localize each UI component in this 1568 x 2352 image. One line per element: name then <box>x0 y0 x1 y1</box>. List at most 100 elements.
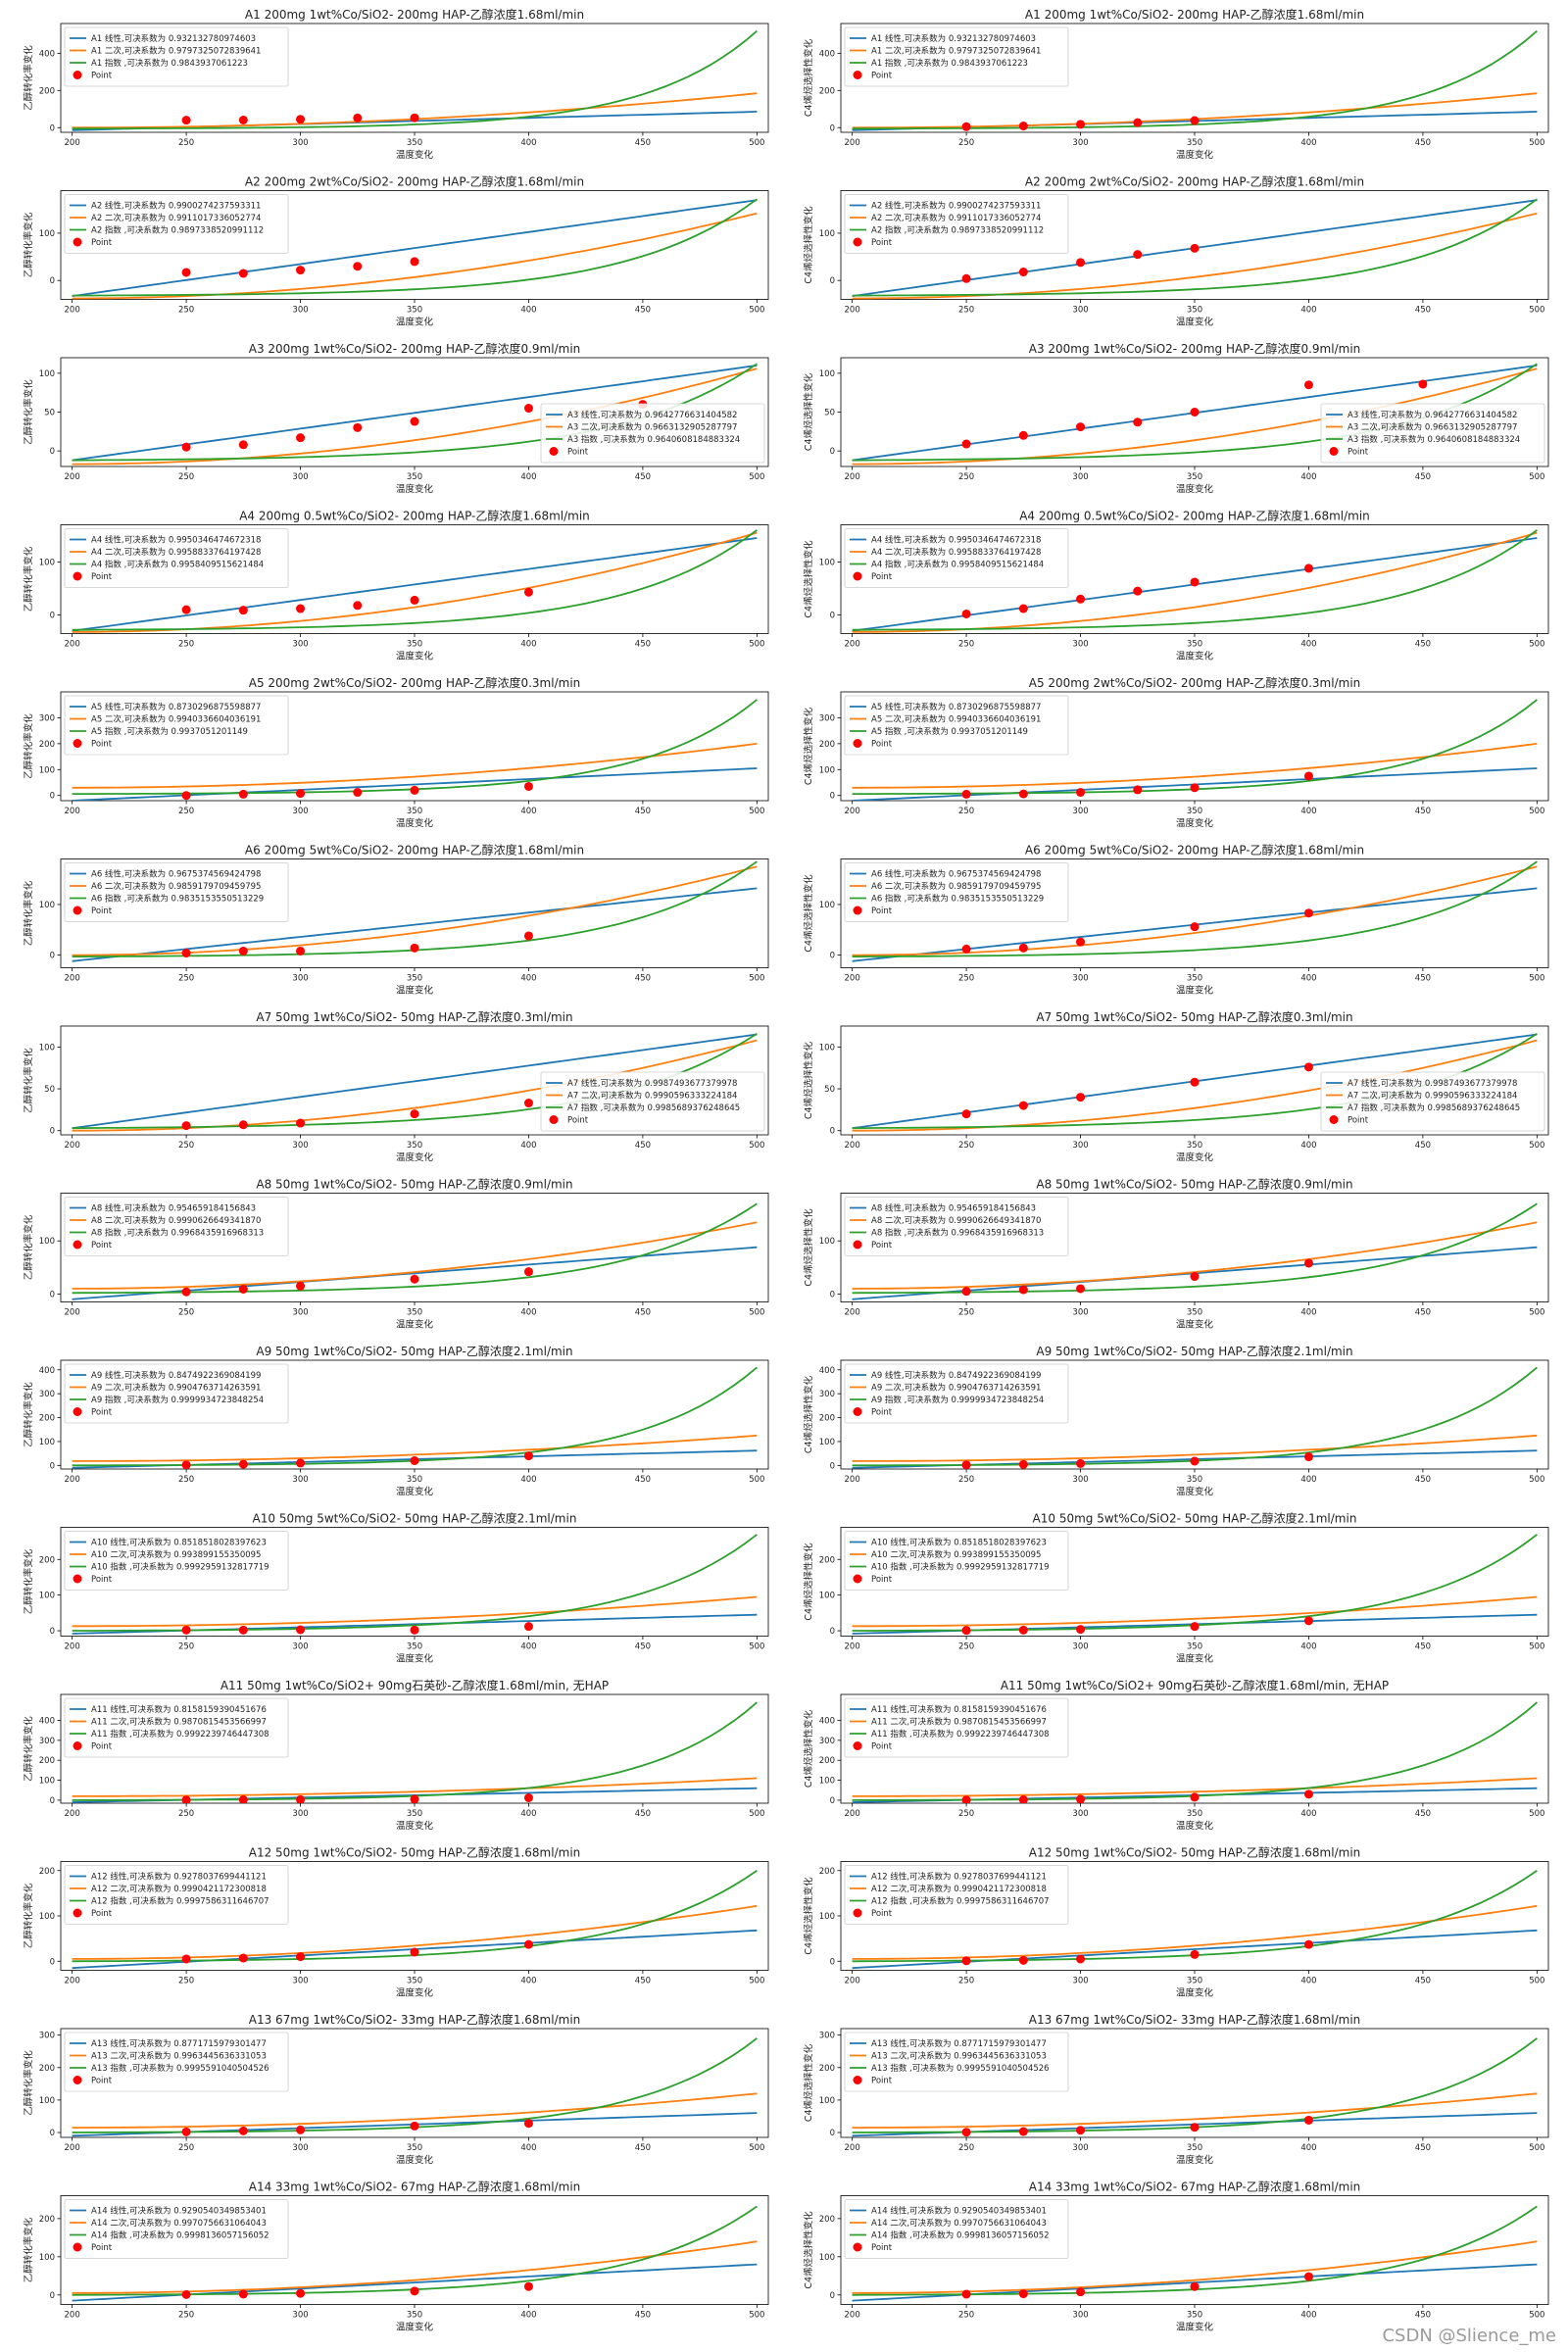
x-tick-label: 400 <box>1300 306 1316 316</box>
x-tick-label: 450 <box>635 1642 651 1652</box>
fit-curves <box>72 2037 758 2137</box>
y-tick-label: 200 <box>39 86 55 96</box>
legend-point-swatch <box>853 1741 862 1750</box>
data-point <box>1076 788 1086 798</box>
legend-box <box>64 528 289 588</box>
data-point <box>1303 2272 1313 2281</box>
x-tick-label: 250 <box>178 807 194 816</box>
x-tick-label: 500 <box>749 2143 764 2153</box>
data-point <box>523 781 533 791</box>
x-tick-label: 250 <box>958 306 974 316</box>
subplot-title: A8 50mg 1wt%Co/SiO2- 50mg HAP-乙醇浓度0.9ml/… <box>1036 1177 1352 1192</box>
legend-exponential-label: A2 指数 ,可决系数为 0.9897338520991112 <box>91 225 264 236</box>
legend-quadratic-label: A7 二次,可决系数为 0.9990596333224184 <box>1348 1091 1517 1102</box>
y-tick-label: 100 <box>819 901 835 910</box>
subplot-title: A3 200mg 1wt%Co/SiO2- 200mg HAP-乙醇浓度0.9m… <box>1029 341 1361 356</box>
legend-quadratic-label: A13 二次,可决系数为 0.9963445636331053 <box>871 2051 1047 2062</box>
data-point <box>1303 1258 1313 1268</box>
subplot-title: A12 50mg 1wt%Co/SiO2- 50mg HAP-乙醇浓度1.68m… <box>249 1845 581 1860</box>
x-axis-label: 温度变化 <box>396 1987 434 1999</box>
data-point <box>238 2126 248 2135</box>
data-point <box>181 1954 191 1964</box>
data-point <box>296 2125 306 2134</box>
x-tick-label: 200 <box>65 138 80 148</box>
subplot-title: A9 50mg 1wt%Co/SiO2- 50mg HAP-乙醇浓度2.1ml/… <box>1036 1344 1352 1358</box>
x-tick-label: 350 <box>1187 138 1202 148</box>
x-tick-label: 300 <box>292 1475 308 1485</box>
y-axis-label: C4烯烃选择性变化 <box>803 1709 814 1788</box>
x-tick-label: 500 <box>749 1475 764 1485</box>
legend: A9 线性,可决系数为 0.8474922369084199 A9 二次,可决系数… <box>844 1363 1069 1424</box>
subplot-A3-right: A3 200mg 1wt%Co/SiO2- 200mg HAP-乙醇浓度0.9m… <box>803 341 1549 495</box>
legend-quadratic-label: A6 二次,可决系数为 0.9859179709459795 <box>91 881 261 892</box>
x-tick-label: 200 <box>845 472 860 482</box>
x-axis-label: 温度变化 <box>396 1319 434 1331</box>
legend-linear-label: A5 线性,可决系数为 0.8730296875598877 <box>871 702 1041 712</box>
legend-exponential-label: A1 指数 ,可决系数为 0.9843937061223 <box>91 58 248 69</box>
x-tick-label: 500 <box>749 1141 764 1151</box>
x-tick-label: 500 <box>1529 974 1544 984</box>
x-tick-label: 400 <box>520 807 536 816</box>
y-tick-label: 400 <box>819 49 835 59</box>
data-point <box>961 1109 971 1119</box>
x-tick-label: 450 <box>635 472 651 482</box>
y-tick-label: 0 <box>50 792 55 802</box>
data-point <box>296 946 306 956</box>
fit-curves <box>72 29 758 131</box>
y-tick-label: 50 <box>44 409 55 418</box>
legend-quadratic-label: A12 二次,可决系数为 0.9990421172300818 <box>871 1884 1047 1894</box>
y-axis-label: 乙醇转化率变化 <box>23 1382 34 1447</box>
legend-exponential-label: A7 指数 ,可决系数为 0.9985689376248645 <box>1348 1102 1520 1113</box>
y-tick-label: 50 <box>824 1085 835 1095</box>
y-tick-label: 0 <box>830 792 835 802</box>
data-point <box>1018 430 1028 440</box>
x-axis-label: 温度变化 <box>396 483 434 495</box>
data-point <box>410 2286 419 2296</box>
x-tick-label: 200 <box>65 807 80 816</box>
y-tick-label: 100 <box>819 1237 835 1247</box>
legend-point-label: Point <box>1348 448 1369 458</box>
x-tick-label: 300 <box>1072 1809 1088 1819</box>
legend-point-label: Point <box>871 906 893 916</box>
legend-point-swatch <box>853 1574 862 1584</box>
x-tick-label: 500 <box>749 640 764 650</box>
x-tick-label: 300 <box>292 1308 308 1318</box>
data-point <box>1076 1284 1086 1294</box>
y-tick-label: 0 <box>830 1290 835 1299</box>
x-tick-label: 350 <box>1187 2311 1202 2321</box>
x-tick-label: 300 <box>1072 472 1088 482</box>
x-tick-label: 400 <box>1300 640 1316 650</box>
x-tick-label: 450 <box>635 974 651 984</box>
x-tick-label: 350 <box>1187 807 1202 816</box>
fit-curves <box>72 1202 758 1300</box>
data-point <box>238 946 248 956</box>
x-tick-label: 500 <box>749 2311 764 2321</box>
subplot-title: A10 50mg 5wt%Co/SiO2- 50mg HAP-乙醇浓度2.1ml… <box>1033 1511 1357 1526</box>
x-tick-label: 200 <box>65 1809 80 1819</box>
y-tick-label: 300 <box>819 1390 835 1399</box>
x-tick-label: 500 <box>1529 640 1544 650</box>
legend: A1 线性,可决系数为 0.932132780974603 A1 二次,可决系数为… <box>844 26 1069 87</box>
subplot-title: A11 50mg 1wt%Co/SiO2+ 90mg石英砂-乙醇浓度1.68ml… <box>1001 1678 1389 1692</box>
y-axis-label: C4烯烃选择性变化 <box>803 874 814 953</box>
y-axis-label: 乙醇转化率变化 <box>23 2050 34 2116</box>
x-tick-label: 500 <box>1529 1809 1544 1819</box>
subplot-A6-right: A6 200mg 5wt%Co/SiO2- 200mg HAP-乙醇浓度1.68… <box>803 843 1549 997</box>
x-tick-label: 450 <box>635 2143 651 2153</box>
legend-exponential-label: A9 指数 ,可决系数为 0.9999934723848254 <box>871 1395 1044 1405</box>
x-tick-label: 200 <box>65 2143 80 2153</box>
x-tick-label: 450 <box>1415 306 1431 316</box>
x-tick-label: 200 <box>65 306 80 316</box>
x-tick-label: 250 <box>178 640 194 650</box>
x-tick-label: 500 <box>1529 138 1544 148</box>
legend-exponential-label: A10 指数 ,可决系数为 0.9992959132817719 <box>91 1562 270 1573</box>
x-tick-label: 400 <box>520 974 536 984</box>
data-point <box>523 2281 533 2291</box>
data-point <box>238 1459 248 1469</box>
x-tick-label: 400 <box>520 306 536 316</box>
legend-linear-label: A1 线性,可决系数为 0.932132780974603 <box>91 33 256 44</box>
data-point <box>961 789 971 799</box>
data-point <box>1190 1622 1200 1632</box>
exponential-fit-line <box>72 29 758 130</box>
